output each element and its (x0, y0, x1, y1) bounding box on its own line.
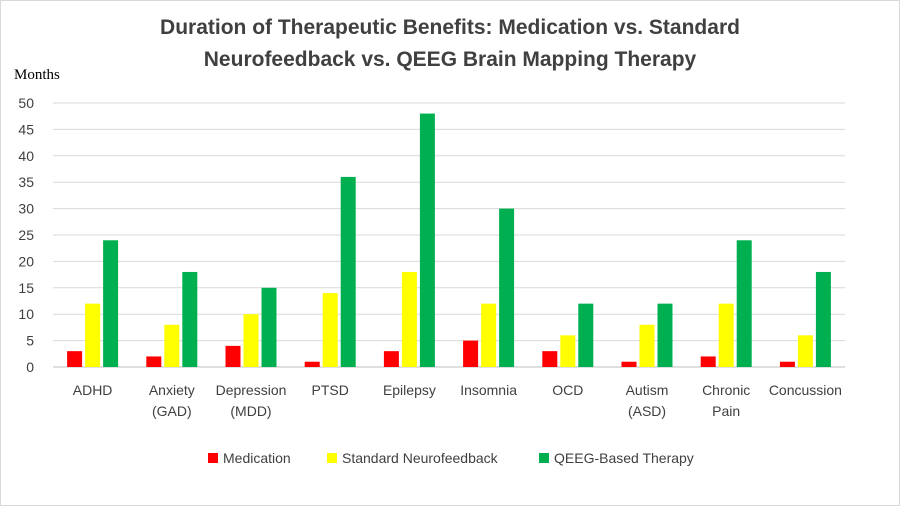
bar-qeeg-based-therapy-6 (578, 303, 594, 367)
bar-medication-6 (542, 351, 558, 367)
legend-swatch-1 (327, 453, 337, 463)
bar-standard-neurofeedback-2 (243, 314, 259, 367)
x-axis-labels: ADHD Anxiety (GAD) Depression (MDD) PTSD Epile… (73, 382, 842, 419)
x-category-label: OCD (552, 382, 583, 398)
bar-medication-1 (146, 356, 162, 367)
bar-medication-0 (67, 351, 83, 367)
y-tick-label: 45 (18, 121, 34, 137)
y-tick-label: 25 (18, 227, 34, 243)
chart-title-line-2: Neurofeedback vs. QEEG Brain Mapping The… (204, 48, 697, 71)
bar-qeeg-based-therapy-1 (182, 271, 198, 367)
legend-swatch-2 (539, 453, 549, 463)
legend-label-1: Standard Neurofeedback (342, 450, 499, 466)
bar-qeeg-based-therapy-2 (261, 287, 277, 367)
x-category-label: Autism (626, 382, 669, 398)
x-category-label: PTSD (312, 382, 349, 398)
y-tick-label: 10 (18, 306, 34, 322)
bar-qeeg-based-therapy-9 (815, 271, 831, 367)
x-category-label: Concussion (769, 382, 842, 398)
bar-qeeg-based-therapy-5 (499, 208, 515, 367)
bar-standard-neurofeedback-4 (401, 271, 417, 367)
x-category-label: ADHD (73, 382, 113, 398)
bar-medication-9 (779, 361, 795, 367)
bar-qeeg-based-therapy-4 (419, 113, 435, 367)
bar-qeeg-based-therapy-0 (103, 240, 119, 367)
y-tick-label: 40 (18, 148, 34, 164)
legend-label-2: QEEG-Based Therapy (554, 450, 694, 466)
bar-qeeg-based-therapy-3 (340, 176, 356, 367)
x-category-label: Depression (216, 382, 287, 398)
bars (67, 113, 831, 367)
legend: Medication Standard Neurofeedback QEEG-Bas… (208, 450, 694, 466)
y-tick-label: 20 (18, 253, 34, 269)
y-tick-label: 35 (18, 174, 34, 190)
bar-standard-neurofeedback-5 (481, 303, 497, 367)
legend-label-0: Medication (223, 450, 291, 466)
bar-standard-neurofeedback-6 (560, 335, 576, 367)
x-category-label: Chronic (702, 382, 750, 398)
x-category-label: (MDD) (230, 403, 271, 419)
bar-medication-3 (304, 361, 320, 367)
bar-medication-5 (463, 340, 479, 367)
bar-standard-neurofeedback-8 (718, 303, 734, 367)
x-category-label: Insomnia (460, 382, 517, 398)
x-category-label: Pain (712, 403, 740, 419)
y-axis-ticks: 0 5 10 15 20 25 30 35 40 45 50 (18, 95, 34, 375)
bar-standard-neurofeedback-0 (85, 303, 101, 367)
y-tick-label: 15 (18, 280, 34, 296)
x-category-label: (ASD) (628, 403, 666, 419)
bar-standard-neurofeedback-9 (797, 335, 813, 367)
bar-medication-7 (621, 361, 637, 367)
bar-standard-neurofeedback-7 (639, 324, 655, 367)
y-tick-label: 50 (18, 95, 34, 111)
x-category-label: (GAD) (152, 403, 192, 419)
bar-medication-8 (700, 356, 716, 367)
x-category-label: Epilepsy (383, 382, 436, 398)
bar-standard-neurofeedback-1 (164, 324, 180, 367)
y-tick-label: 30 (18, 201, 34, 217)
bar-medication-2 (225, 345, 241, 367)
legend-swatch-0 (208, 453, 218, 463)
bar-qeeg-based-therapy-7 (657, 303, 673, 367)
y-tick-label: 5 (26, 333, 34, 349)
chart-title-line-1: Duration of Therapeutic Benefits: Medica… (160, 16, 740, 39)
bar-qeeg-based-therapy-8 (736, 240, 752, 367)
x-category-label: Anxiety (149, 382, 195, 398)
bar-standard-neurofeedback-3 (322, 293, 338, 367)
y-axis-unit-label: Months (14, 67, 60, 83)
y-tick-label: 0 (26, 359, 34, 375)
bar-medication-4 (383, 351, 399, 367)
